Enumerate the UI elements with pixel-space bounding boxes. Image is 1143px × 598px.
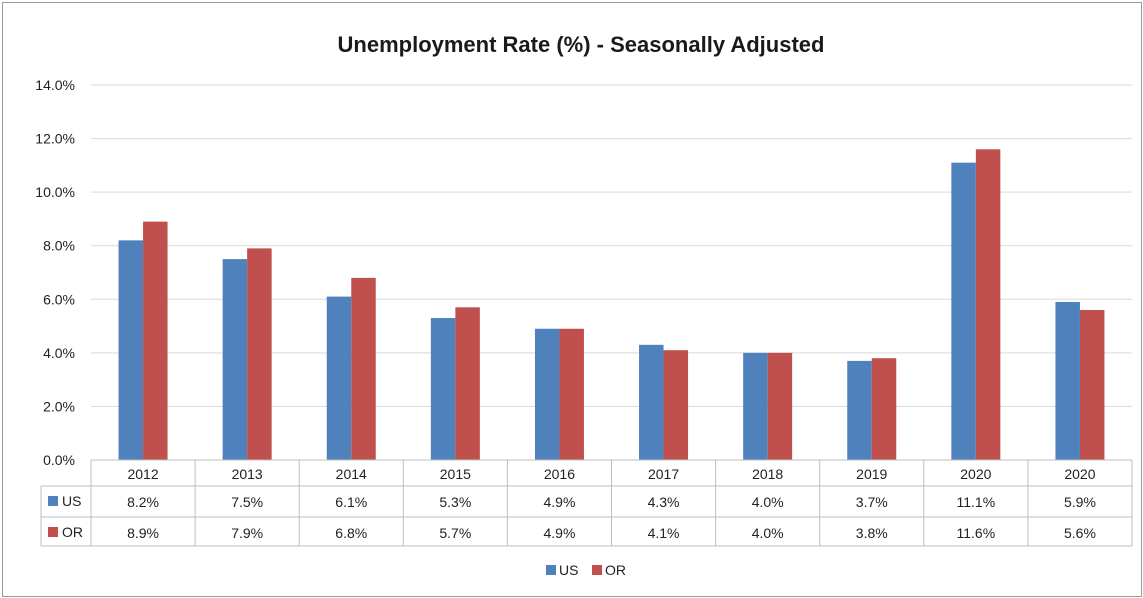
bar-or: [455, 307, 480, 460]
table-value-us: 6.1%: [335, 494, 367, 510]
y-tick-label: 10.0%: [35, 184, 75, 200]
table-value-or: 8.9%: [127, 525, 159, 541]
x-category-label: 2015: [440, 466, 471, 482]
bar-us: [430, 318, 456, 460]
legend-label: US: [559, 562, 578, 578]
table-value-or: 6.8%: [335, 525, 367, 541]
bar-or: [975, 149, 1001, 461]
bar-or: [767, 352, 793, 460]
table-value-or: 7.9%: [231, 525, 263, 541]
table-value-us: 3.7%: [856, 494, 888, 510]
y-tick-label: 4.0%: [43, 345, 75, 361]
table-value-or: 3.8%: [856, 525, 888, 541]
table-value-us: 4.0%: [752, 494, 784, 510]
table-value-us: 11.1%: [957, 494, 996, 510]
x-category-label: 2018: [752, 466, 783, 482]
bar-or: [351, 277, 376, 460]
x-category-label: 2016: [544, 466, 575, 482]
table-value-us: 8.2%: [127, 494, 159, 510]
data-table: 2012 8.2% 8.9% 2013 7.5% 7.9% 2014 6.1% 6.8% 2015…: [40, 459, 1133, 547]
legend-key-or: [592, 565, 602, 575]
x-category-label: 2017: [648, 466, 679, 482]
x-category-label: 2019: [856, 466, 887, 482]
y-tick-label: 14.0%: [35, 77, 75, 93]
table-value-us: 5.9%: [1064, 494, 1096, 510]
bar-us: [1055, 301, 1080, 460]
y-tick-label: 8.0%: [43, 238, 75, 254]
bar-us: [222, 259, 248, 460]
bar-or: [871, 358, 897, 460]
legend-label: OR: [605, 562, 626, 578]
table-key-or: [48, 527, 58, 537]
chart-title: Unemployment Rate (%) - Seasonally Adjus…: [338, 32, 825, 57]
table-series-label: OR: [62, 524, 83, 540]
y-axis-ticks: 0.0% 2.0% 4.0% 6.0% 8.0% 10.0% 12.0% 14.0%: [35, 77, 75, 468]
legend-key-us: [546, 565, 556, 575]
table-series-label: US: [62, 493, 81, 509]
table-value-or: 4.9%: [543, 525, 575, 541]
x-category-label: 2013: [232, 466, 263, 482]
legend: US OR: [546, 562, 626, 578]
y-tick-label: 6.0%: [43, 291, 75, 307]
x-category-label: 2014: [336, 466, 367, 482]
table-value-or: 4.1%: [648, 525, 680, 541]
table-value-or: 5.6%: [1064, 525, 1096, 541]
bar-or: [143, 221, 168, 460]
bar-us: [951, 162, 976, 460]
table-value-or: 4.0%: [752, 525, 784, 541]
x-category-label: 2020: [960, 466, 991, 482]
bar-or: [1079, 310, 1105, 460]
table-value-us: 7.5%: [231, 494, 263, 510]
table-key-us: [48, 496, 58, 506]
bar-or: [559, 328, 584, 460]
x-category-label: 2012: [127, 466, 158, 482]
table-value-us: 4.9%: [543, 494, 575, 510]
bar-or: [663, 350, 689, 460]
bar-us: [534, 328, 560, 460]
unemployment-chart: Unemployment Rate (%) - Seasonally Adjus…: [35, 32, 1133, 578]
bar-us: [847, 360, 872, 460]
table-value-or: 11.6%: [957, 525, 996, 541]
table-value-us: 5.3%: [439, 494, 471, 510]
y-tick-label: 0.0%: [43, 452, 75, 468]
y-tick-label: 2.0%: [43, 398, 75, 414]
bar-us: [639, 344, 664, 460]
bar-us: [326, 296, 352, 460]
y-tick-label: 12.0%: [35, 131, 75, 147]
bar-or: [247, 248, 272, 460]
table-value-or: 5.7%: [439, 525, 471, 541]
bar-us: [118, 240, 144, 460]
x-category-label: 2020: [1064, 466, 1095, 482]
bars: [118, 149, 1105, 461]
table-value-us: 4.3%: [648, 494, 680, 510]
bar-us: [743, 352, 768, 460]
